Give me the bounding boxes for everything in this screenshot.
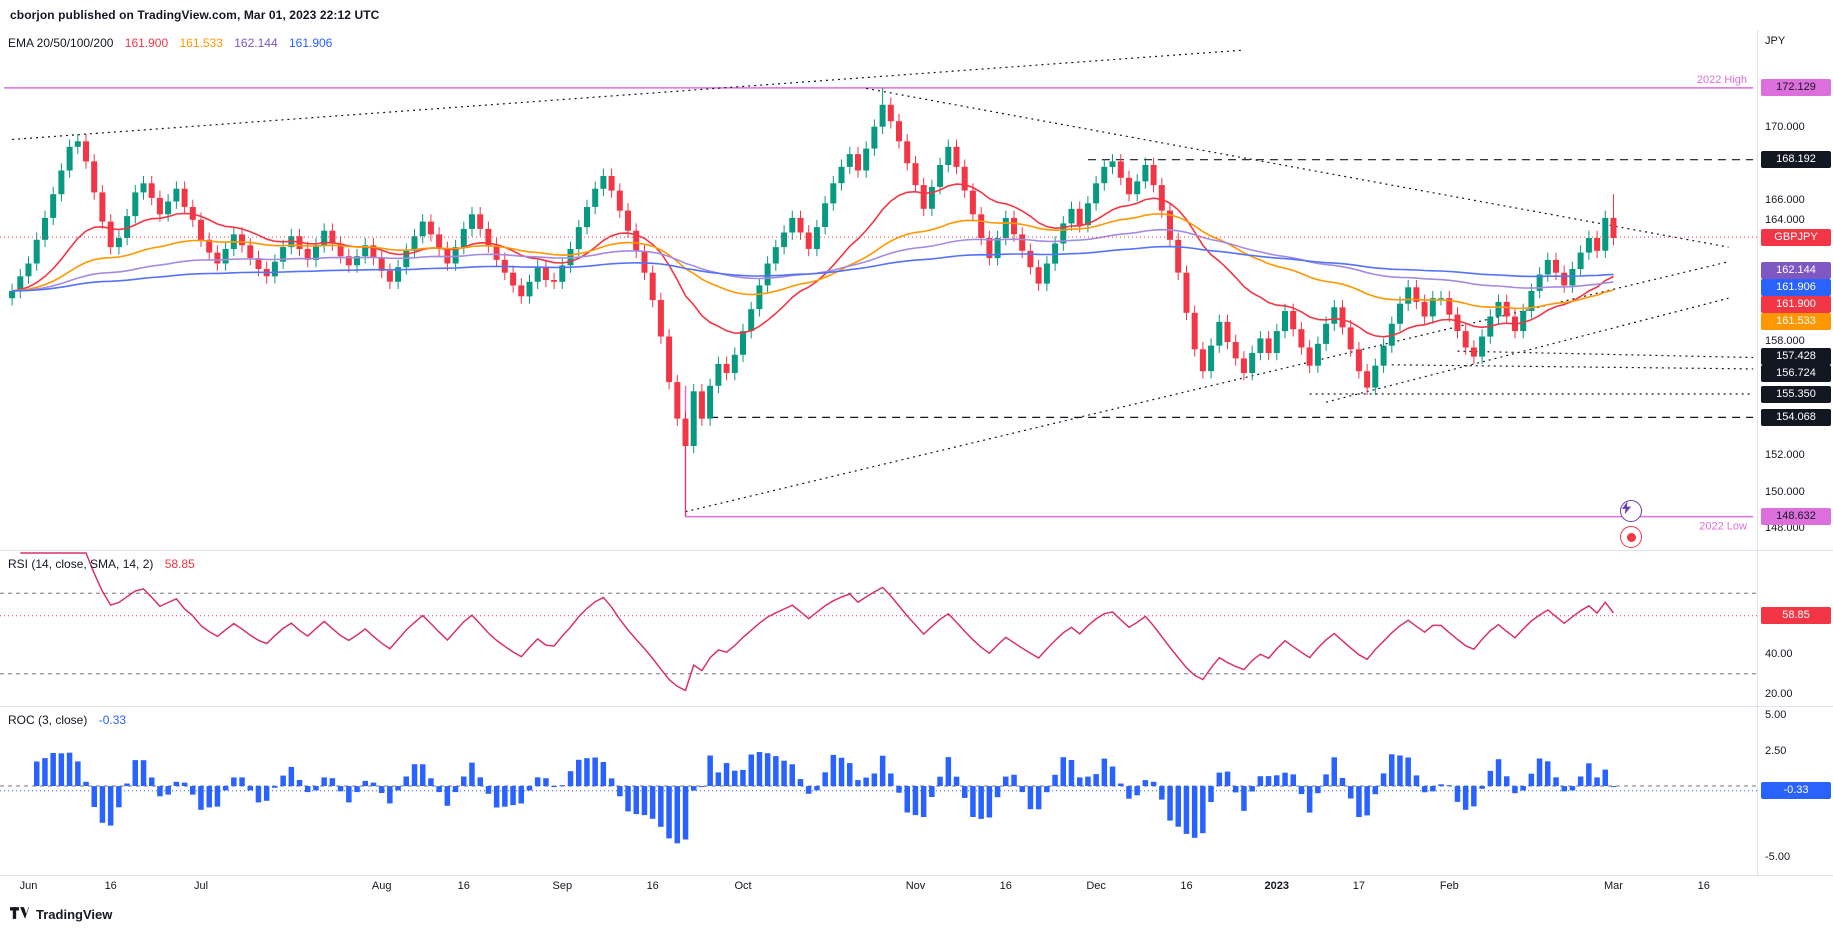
tradingview-logo-icon[interactable] <box>10 906 29 923</box>
time-label: 16 <box>1697 880 1710 892</box>
rsi-value: 58.85 <box>164 557 195 571</box>
price-badge: 156.724 <box>1761 364 1831 382</box>
publish-text: cborjon published on TradingView.com, Ma… <box>10 8 380 22</box>
rsi-pane: RSI (14, close, SMA, 14, 2) 58.85 40.00 2… <box>0 551 1833 707</box>
price-badge: 58.85 <box>1761 607 1831 625</box>
ema50-value: 161.533 <box>179 36 223 50</box>
axis-tick: 40.00 <box>1765 647 1793 660</box>
axis-tick: 164.000 <box>1765 214 1805 227</box>
ema-legend[interactable]: EMA 20/50/100/200 161.900 161.533 162.14… <box>8 36 332 50</box>
time-label: Mar <box>1604 880 1623 892</box>
svg-text:2022 Low: 2022 Low <box>1699 521 1747 533</box>
time-label: Nov <box>905 880 926 892</box>
tradingview-brand[interactable]: TradingView <box>36 907 113 922</box>
ema100-value: 162.144 <box>234 36 278 50</box>
time-label: Aug <box>371 880 392 892</box>
price-badge: 162.144 <box>1761 261 1831 279</box>
time-label: 16 <box>1180 880 1193 892</box>
ema20-value: 161.900 <box>124 36 169 50</box>
time-label: 2023 <box>1264 880 1290 892</box>
price-badge: 161.906 <box>1761 278 1831 296</box>
price-axis-unit: JPY <box>1765 35 1786 47</box>
roc-value: -0.33 <box>98 713 127 727</box>
rsi-plot[interactable]: RSI (14, close, SMA, 14, 2) 58.85 <box>0 551 1757 706</box>
time-label: Oct <box>734 880 752 892</box>
roc-legend[interactable]: ROC (3, close) -0.33 <box>8 713 126 727</box>
ema200-value: 161.906 <box>288 36 333 50</box>
footer: TradingView <box>0 899 1833 930</box>
price-badge: 161.533 <box>1761 312 1831 330</box>
rsi-legend-title: RSI (14, close, SMA, 14, 2) <box>8 557 154 571</box>
time-label: Jun <box>19 880 38 892</box>
price-badge: 154.068 <box>1761 408 1831 426</box>
time-label: Dec <box>1086 880 1106 892</box>
time-label: 16 <box>104 880 117 892</box>
record-icon[interactable] <box>1620 526 1642 548</box>
price-badge: 157.428 <box>1761 347 1831 365</box>
roc-legend-title: ROC (3, close) <box>8 713 88 727</box>
publish-header: cborjon published on TradingView.com, Ma… <box>0 0 1833 30</box>
price-plot[interactable]: 2022 High 2022 Low EMA 20/50/100/200 161.… <box>0 30 1757 550</box>
price-badge: 172.129 <box>1761 79 1831 97</box>
roc-pane: ROC (3, close) -0.33 5.00 2.50 -5.00 -0.33 <box>0 707 1833 876</box>
axis-tick: 152.000 <box>1765 449 1805 462</box>
axis-tick: 5.00 <box>1765 709 1787 722</box>
axis-tick: 2.50 <box>1765 744 1787 757</box>
time-label: 16 <box>999 880 1012 892</box>
svg-text:2022 High: 2022 High <box>1697 74 1747 86</box>
time-label: Feb <box>1439 880 1459 892</box>
price-pane: 2022 High 2022 Low EMA 20/50/100/200 161.… <box>0 30 1833 551</box>
price-badge: 155.350 <box>1761 385 1831 403</box>
time-label: 17 <box>1352 880 1366 892</box>
axis-tick: 158.000 <box>1765 334 1805 347</box>
time-label: 16 <box>457 880 470 892</box>
time-label: Sep <box>552 880 573 892</box>
lightning-icon[interactable] <box>1620 500 1642 522</box>
axis-tick: 166.000 <box>1765 193 1805 206</box>
price-badge: 168.192 <box>1761 151 1831 169</box>
ema-legend-title: EMA 20/50/100/200 <box>8 36 114 50</box>
price-badge: 148.632 <box>1761 508 1831 526</box>
roc-plot[interactable]: ROC (3, close) -0.33 <box>0 707 1757 875</box>
price-axis[interactable]: JPY 170.000 166.000 164.000 158.000 152.000 1… <box>1757 30 1833 550</box>
price-badge: GBPJPY <box>1761 228 1831 246</box>
time-label: Jul <box>193 880 209 892</box>
rsi-legend[interactable]: RSI (14, close, SMA, 14, 2) 58.85 <box>8 557 195 571</box>
roc-axis: 5.00 2.50 -5.00 -0.33 <box>1757 707 1833 875</box>
axis-tick: 148.000 <box>1765 522 1805 535</box>
rsi-axis[interactable]: 40.00 20.00 58.85 <box>1757 551 1833 706</box>
price-badge: -0.33 <box>1761 782 1831 800</box>
time-label: 16 <box>646 880 659 892</box>
price-badge: 161.900 <box>1761 295 1831 313</box>
time-axis[interactable]: Jun 16 Jul Aug 16 Sep 16 Oct Nov 16 Dec 16 2023 17 Feb… <box>0 876 1833 899</box>
axis-tick: 150.000 <box>1765 485 1805 498</box>
axis-tick: -5.00 <box>1765 850 1791 863</box>
axis-tick: 20.00 <box>1765 687 1793 700</box>
axis-tick: 170.000 <box>1765 120 1805 133</box>
